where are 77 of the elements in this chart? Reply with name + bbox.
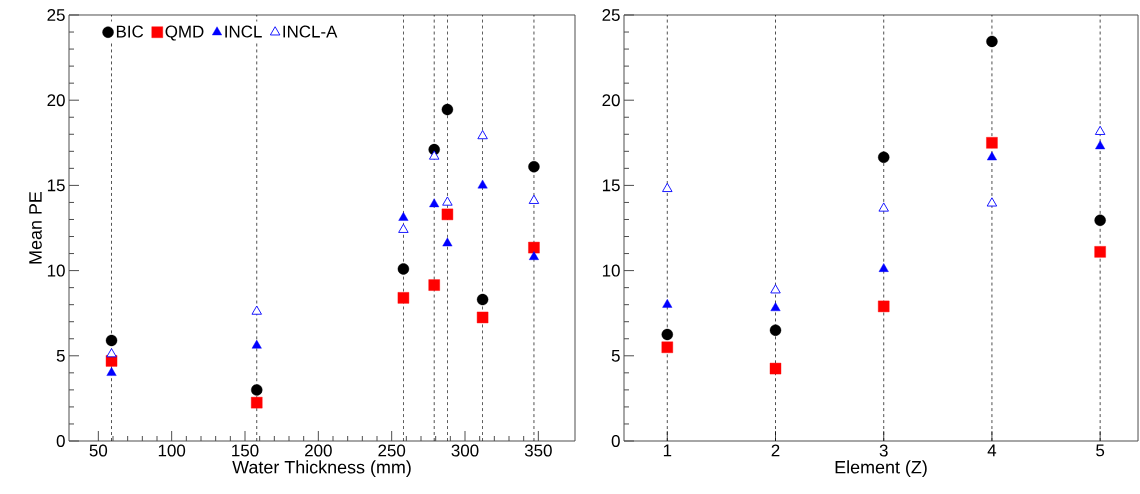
point: [528, 194, 540, 204]
y-tick-label: 5: [611, 349, 620, 362]
legend-label: INCL: [225, 25, 262, 38]
point: [251, 339, 262, 349]
point: [662, 298, 673, 308]
point: [251, 396, 263, 409]
point: [398, 212, 409, 221]
point: [441, 103, 454, 116]
point: [662, 182, 673, 192]
y-tick-label: 25: [602, 9, 620, 21]
y-tick-label: 15: [47, 179, 65, 192]
point: [878, 263, 889, 272]
point: [1094, 214, 1106, 227]
x-tick-label: 5: [1096, 444, 1105, 457]
x-tick-label: 50: [89, 444, 108, 457]
x-tick-label: 150: [232, 444, 259, 457]
point: [398, 223, 409, 233]
y-tick-label: 5: [56, 349, 65, 362]
point: [528, 160, 540, 173]
point: [428, 150, 440, 160]
y-tick-label: 0: [56, 435, 65, 447]
x-axis-title: Water Thickness (mm): [232, 460, 411, 478]
x-tick-label: 300: [451, 444, 479, 457]
point: [429, 198, 440, 208]
y-tick-label: 15: [602, 179, 620, 192]
point: [251, 384, 263, 396]
y-tick-label: 10: [47, 264, 65, 277]
point: [251, 305, 262, 315]
legend-label: INCL-A: [283, 25, 338, 38]
x-tick-label: 100: [158, 444, 186, 457]
y-tick-label: 20: [602, 94, 620, 107]
x-tick-label: 250: [378, 444, 406, 457]
point: [661, 328, 673, 341]
point: [770, 284, 781, 294]
point: [769, 324, 782, 336]
point: [397, 292, 410, 304]
point: [397, 263, 410, 275]
point: [442, 196, 453, 206]
point: [528, 241, 540, 254]
y-tick-label: 25: [47, 9, 65, 21]
point: [442, 237, 453, 247]
point: [477, 130, 488, 140]
x-tick-label: 3: [879, 444, 888, 457]
point: [661, 341, 673, 353]
point: [428, 279, 440, 291]
x-tick-label: 1: [663, 444, 672, 457]
point: [769, 362, 782, 375]
x-tick-label: 4: [987, 444, 997, 457]
point: [770, 302, 781, 312]
point: [441, 208, 454, 221]
legend-label: BIC: [116, 25, 144, 38]
legend-label: QMD: [165, 25, 204, 41]
point: [106, 367, 117, 376]
x-axis-title: Element (Z): [835, 460, 927, 478]
point: [1094, 246, 1106, 258]
point: [106, 348, 117, 358]
point: [1095, 140, 1106, 150]
point: [878, 300, 890, 313]
point: [986, 151, 997, 161]
y-tick-label: 20: [47, 94, 65, 107]
x-tick-label: 350: [524, 444, 552, 457]
y-axis-title: Mean PE: [29, 191, 42, 264]
point: [105, 334, 118, 347]
point: [528, 251, 539, 260]
point: [476, 311, 489, 324]
point: [878, 151, 890, 163]
point: [986, 197, 998, 207]
y-tick-label: 0: [611, 435, 620, 447]
x-tick-label: 200: [305, 444, 332, 457]
point: [986, 137, 998, 149]
x-tick-label: 2: [771, 444, 780, 457]
point: [1094, 125, 1106, 135]
point: [476, 293, 489, 306]
y-tick-label: 10: [602, 264, 620, 277]
point: [477, 179, 488, 189]
point: [986, 35, 998, 48]
point: [878, 202, 889, 212]
